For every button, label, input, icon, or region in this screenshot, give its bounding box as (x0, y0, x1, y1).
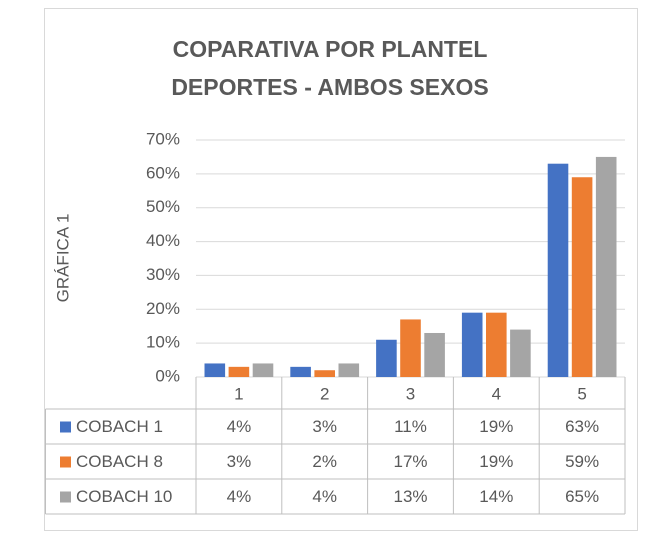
y-tick-label: 50% (146, 197, 180, 216)
data-label: 3% (312, 417, 337, 436)
chart-title: COPARATIVA POR PLANTEL (173, 36, 488, 62)
bar (204, 363, 226, 377)
bar (424, 332, 445, 377)
legend-swatch (60, 491, 71, 503)
bar (571, 177, 593, 377)
y-tick-label: 60% (146, 163, 180, 182)
data-label: 11% (394, 417, 427, 436)
bar (400, 319, 421, 377)
data-label: 19% (479, 417, 513, 436)
x-tick-label: 1 (234, 384, 243, 403)
legend-label: COBACH 10 (76, 487, 172, 506)
data-label: 14% (479, 487, 513, 506)
data-label: 3% (227, 452, 252, 471)
y-axis-label: GRÁFICA 1 (53, 214, 72, 303)
bar (252, 363, 274, 377)
data-label: 19% (479, 452, 513, 471)
bar (228, 366, 250, 377)
bar (486, 312, 507, 377)
data-label: 65% (565, 487, 599, 506)
data-label: 2% (312, 452, 337, 471)
chart-title: DEPORTES - AMBOS SEXOS (171, 74, 488, 100)
y-tick-label: 30% (146, 265, 180, 284)
legend-swatch (60, 421, 71, 433)
data-label: 63% (565, 417, 599, 436)
data-label: 4% (312, 487, 337, 506)
legend-label: COBACH 1 (76, 417, 163, 436)
y-tick-label: 70% (146, 129, 180, 148)
y-tick-label: 20% (146, 299, 180, 318)
bar (595, 156, 617, 377)
legend-label: COBACH 8 (76, 452, 163, 471)
x-tick-label: 3 (406, 384, 415, 403)
legend-swatch (60, 456, 71, 468)
x-tick-label: 4 (492, 384, 501, 403)
bar (376, 339, 397, 377)
data-label: 59% (565, 452, 599, 471)
bar (510, 329, 531, 377)
data-label: 17% (393, 452, 427, 471)
x-tick-label: 2 (320, 384, 329, 403)
x-tick-label: 5 (577, 384, 586, 403)
bar (547, 163, 569, 377)
bar (290, 366, 311, 377)
y-tick-label: 10% (146, 333, 180, 352)
y-tick-label: 40% (146, 231, 180, 250)
bar (461, 312, 483, 377)
data-label: 4% (227, 487, 252, 506)
y-tick-label: 0% (155, 366, 180, 385)
bar (338, 363, 360, 377)
bar (314, 370, 335, 377)
data-label: 4% (227, 417, 252, 436)
data-label: 13% (393, 487, 427, 506)
